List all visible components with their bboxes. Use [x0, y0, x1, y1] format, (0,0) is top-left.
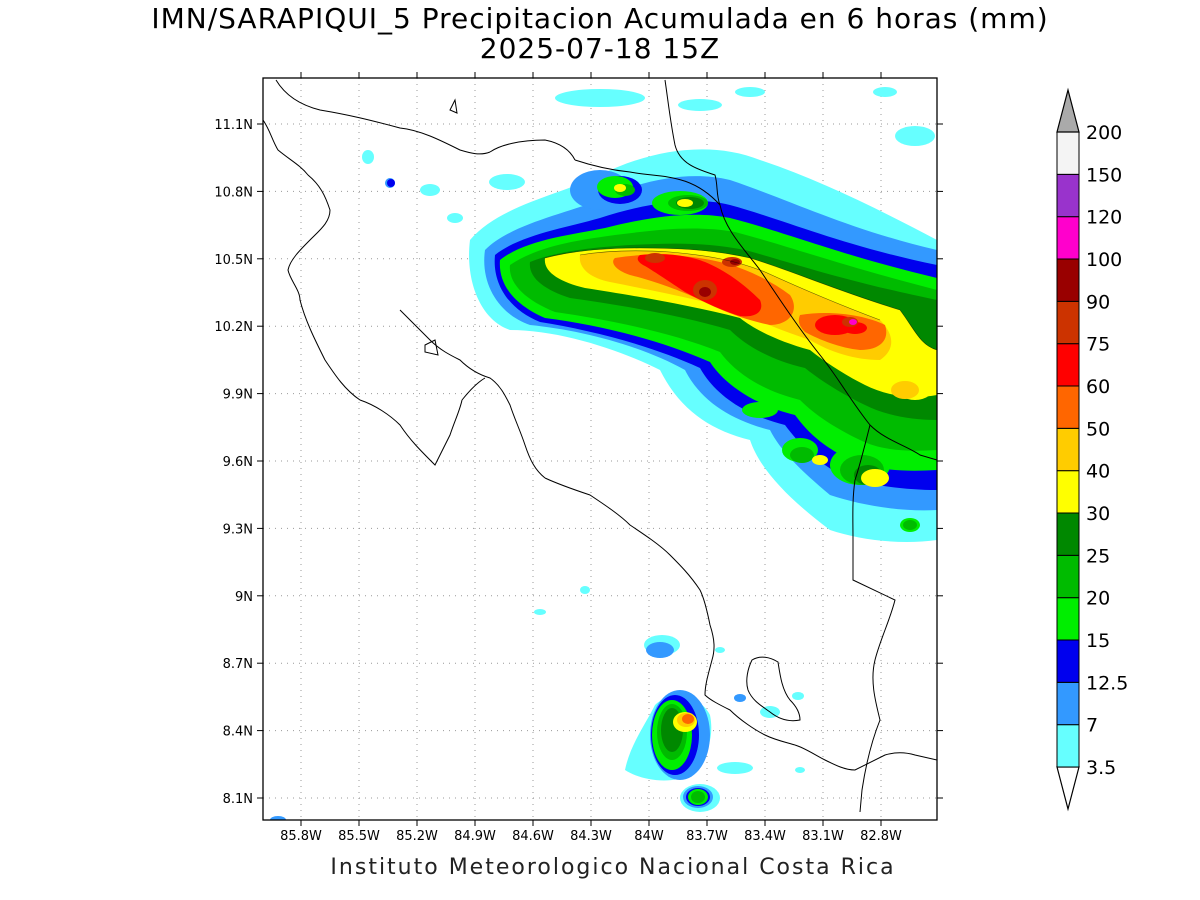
colorbar-swatch	[1056, 173, 1080, 218]
lon-label: 84.6W	[512, 829, 554, 844]
colorbar-label: 40	[1086, 461, 1110, 483]
colorbar-swatch	[1056, 385, 1080, 429]
colorbar-label: 25	[1086, 545, 1110, 567]
colorbar-swatch	[1056, 639, 1080, 683]
lat-label: 8.7N	[223, 657, 253, 672]
colorbar-swatch	[1056, 427, 1080, 472]
colorbar-over-arrow	[1056, 87, 1080, 133]
lon-label: 85.5W	[338, 829, 380, 844]
colorbar-label: 60	[1086, 376, 1110, 398]
lon-label: 84.3W	[570, 829, 612, 844]
longitude-axis: 85.8W 85.5W 85.2W 84.9W 84.6W 84.3W 84W 83.7W 83…	[280, 72, 902, 844]
lon-label: 83.1W	[802, 829, 844, 844]
lon-label: 85.8W	[280, 829, 322, 844]
coastlines	[263, 79, 937, 813]
lat-label: 9.9N	[223, 388, 253, 403]
map-grid	[263, 78, 937, 820]
lat-label: 9.3N	[223, 522, 253, 537]
lon-label: 84W	[634, 829, 664, 844]
colorbar-swatch	[1056, 724, 1080, 768]
colorbar-swatch	[1056, 470, 1080, 514]
colorbar-label: 15	[1086, 630, 1110, 652]
lon-label: 84.9W	[454, 829, 496, 844]
map-title: IMN/SARAPIQUI_5 Precipitacion Acumulada …	[151, 2, 1049, 35]
map-date: 2025-07-18 15Z	[479, 32, 721, 65]
colorbar-swatch	[1056, 681, 1080, 726]
precipitation-field	[270, 87, 937, 820]
colorbar-label: 120	[1086, 207, 1122, 229]
colorbar-label: 50	[1086, 418, 1110, 440]
colorbar-swatch	[1056, 258, 1080, 302]
colorbar-swatch	[1056, 300, 1080, 345]
latitude-axis: 11.1N 10.8N 10.5N 10.2N 9.9N 9.6N 9.3N 9N 8.7N 8.…	[214, 118, 943, 807]
lon-label: 82.8W	[860, 829, 902, 844]
colorbar-under-arrow	[1056, 766, 1080, 812]
lat-label: 10.8N	[214, 185, 253, 200]
lat-label: 8.1N	[223, 792, 253, 807]
colorbar-swatch	[1056, 343, 1080, 387]
lat-label: 11.1N	[214, 118, 253, 133]
colorbar-label: 7	[1086, 715, 1098, 737]
lon-label: 83.4W	[744, 829, 786, 844]
colorbar-label: 90	[1086, 291, 1110, 313]
lat-label: 9.6N	[223, 455, 253, 470]
colorbar-label: 200	[1086, 122, 1122, 144]
credit-text: Instituto Meteorologico Nacional Costa R…	[330, 855, 896, 880]
colorbar-label: 75	[1086, 334, 1110, 356]
colorbar-swatch	[1056, 597, 1080, 641]
colorbar-label: 3.5	[1086, 757, 1116, 779]
precip-contour-90	[699, 259, 740, 297]
colorbar-label: 30	[1086, 503, 1110, 525]
colorbar-label: 12.5	[1086, 672, 1128, 694]
colorbar-label: 20	[1086, 588, 1110, 610]
colorbar-swatch	[1056, 512, 1080, 556]
colorbar-swatch	[1056, 216, 1080, 260]
colorbar-label: 150	[1086, 164, 1122, 186]
lon-label: 83.7W	[686, 829, 728, 844]
colorbar-swatch	[1056, 131, 1080, 175]
precip-contour-100	[849, 319, 857, 325]
lat-label: 9N	[235, 590, 253, 605]
map-frame	[262, 77, 938, 821]
lon-label: 85.2W	[396, 829, 438, 844]
lat-label: 10.5N	[214, 253, 253, 268]
lat-label: 8.4N	[223, 725, 253, 740]
lat-label: 10.2N	[214, 320, 253, 335]
colorbar-swatch	[1056, 554, 1080, 599]
colorbar-label: 100	[1086, 249, 1122, 271]
colorbar: 3.5 7 12.5 15 20 25 30 40 50 60 75 90 100 120 150 200	[1056, 87, 1128, 812]
